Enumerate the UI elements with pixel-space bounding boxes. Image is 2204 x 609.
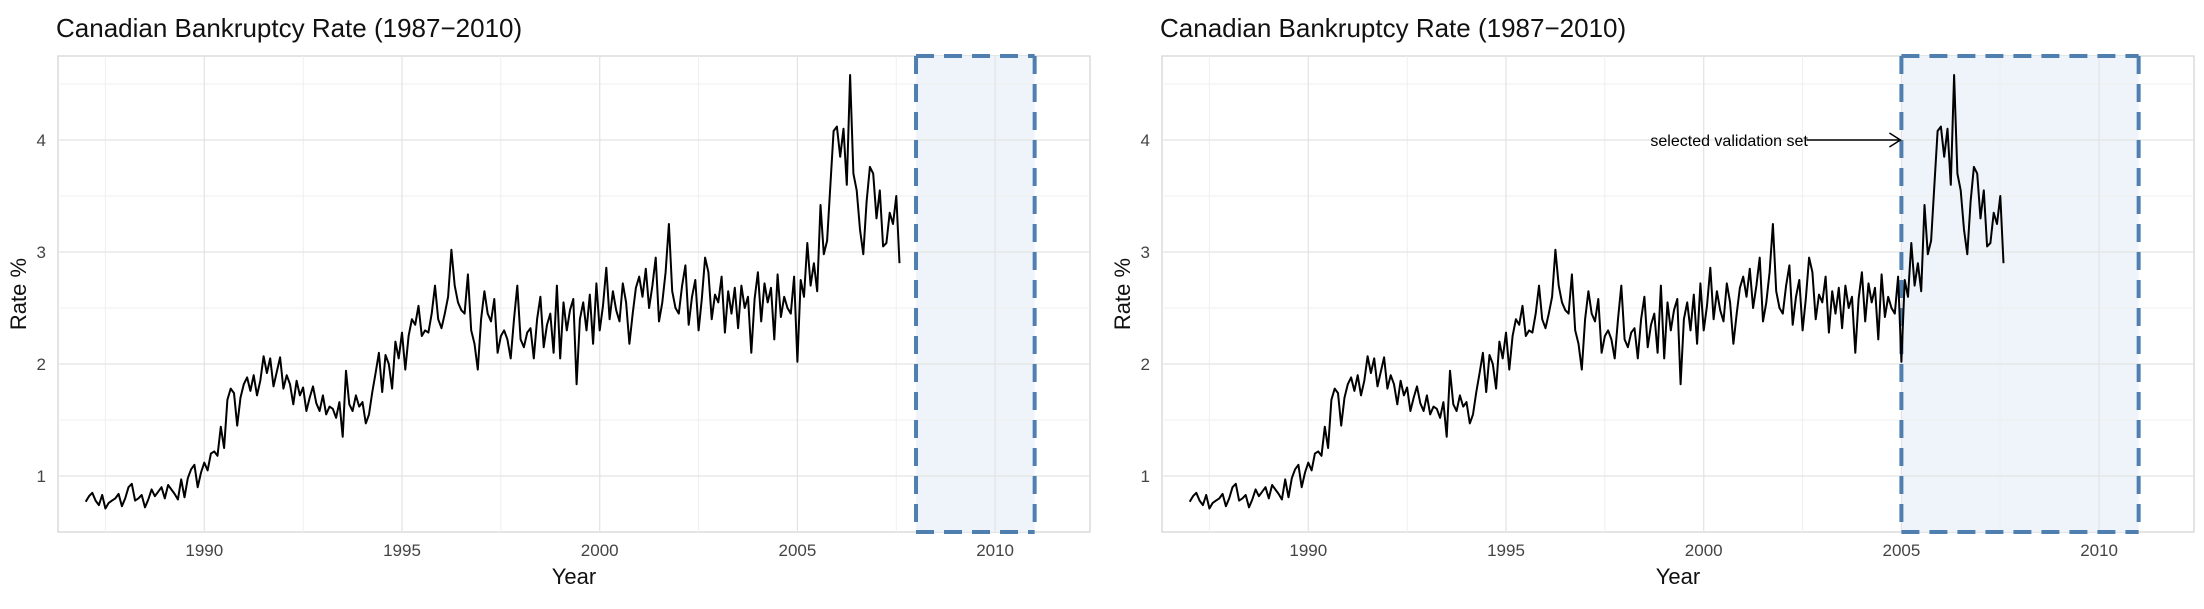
y-tick-label: 3: [37, 243, 46, 262]
x-tick-label: 2010: [2080, 541, 2118, 560]
x-axis-label: Year: [1656, 564, 1700, 589]
x-tick-label: 1990: [185, 541, 223, 560]
x-tick-label: 2005: [1882, 541, 1920, 560]
chart-panel-selected-validation: Canadian Bankruptcy Rate (1987−2010) Yea…: [1110, 13, 2195, 589]
y-tick-label: 4: [37, 131, 46, 150]
chart-title: Canadian Bankruptcy Rate (1987−2010): [56, 13, 522, 43]
validation-region-fill: [1901, 56, 2139, 532]
y-axis-label: Rate %: [1110, 258, 1135, 330]
chart-panel-full-validation: Canadian Bankruptcy Rate (1987−2010) Yea…: [6, 13, 1091, 589]
x-tick-label: 2010: [976, 541, 1014, 560]
y-tick-label: 1: [37, 467, 46, 486]
x-tick-label: 1995: [383, 541, 421, 560]
annotation-arrowhead: [1888, 132, 1902, 148]
y-tick-label: 2: [37, 355, 46, 374]
series-line: [84, 74, 901, 510]
x-tick-label: 2005: [778, 541, 816, 560]
y-tick-label: 4: [1141, 131, 1150, 150]
y-tick-label: 2: [1141, 355, 1150, 374]
annotation-text: selected validation set: [1650, 133, 1808, 150]
y-tick-label: 1: [1141, 467, 1150, 486]
validation-region-fill: [916, 56, 1035, 532]
x-tick-label: 2000: [1685, 541, 1723, 560]
x-tick-label: 1990: [1289, 541, 1327, 560]
series-line: [1188, 74, 2005, 510]
chart-title: Canadian Bankruptcy Rate (1987−2010): [1160, 13, 1626, 43]
x-axis-label: Year: [552, 564, 596, 589]
y-tick-label: 3: [1141, 243, 1150, 262]
x-tick-label: 2000: [581, 541, 619, 560]
y-axis-label: Rate %: [6, 258, 31, 330]
x-tick-label: 1995: [1487, 541, 1525, 560]
